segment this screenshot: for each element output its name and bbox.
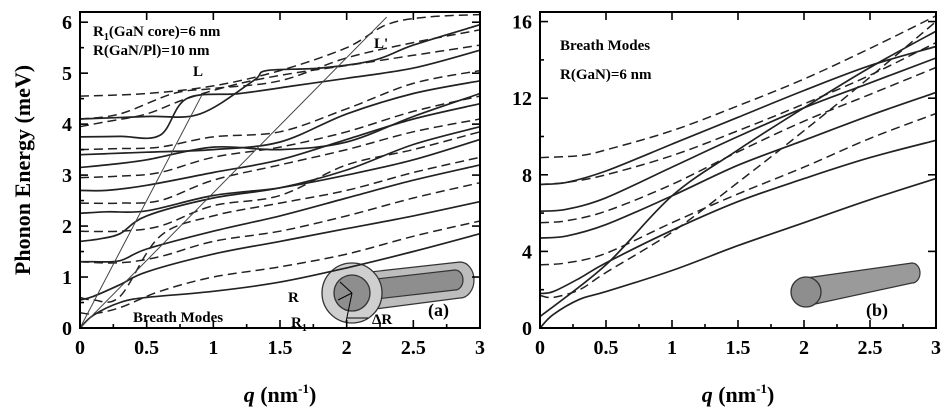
label-R: R <box>288 290 299 306</box>
solid-series-b-1 <box>539 177 937 329</box>
x-tick-label-a-3: 1.5 <box>268 337 293 359</box>
solid-series-a-10 <box>79 23 481 120</box>
nanowire-core-shell-inset <box>321 261 475 324</box>
ticks-b: 0 0.5 1 1.5 2 2.5 3 0 4 8 12 16 <box>512 12 941 359</box>
panel-a: Phonon Energy (meV) 0 0.5 1 1.5 2 2.5 3 0 1 2 3 4 5 6… <box>10 11 485 407</box>
solid-series-a-5 <box>79 138 481 215</box>
x-tick-label-b-3: 1.5 <box>726 337 751 359</box>
x-axis-label-b: q (nm-1) <box>702 381 775 407</box>
y-tick-label-b-4: 16 <box>512 12 532 34</box>
x-axis-label-a: q (nm-1) <box>244 381 317 407</box>
dashed-series-a-10 <box>79 13 481 97</box>
solid-curves-a <box>79 23 481 329</box>
solid-series-a-7 <box>79 92 481 169</box>
label-breath-modes-a: Breath Modes <box>133 310 223 326</box>
dashed-series-a-7 <box>79 69 481 151</box>
x-tick-label-b-1: 0.5 <box>594 337 619 359</box>
plot-frame-b <box>539 11 937 329</box>
dashed-curves-a <box>79 13 481 315</box>
solid-series-b-4 <box>539 57 937 213</box>
dashed-curves-b <box>539 15 937 299</box>
dashed-series-b-1 <box>539 21 937 299</box>
solid-series-a-8 <box>79 79 481 156</box>
x-tick-label-b-4: 2 <box>799 337 809 359</box>
dashed-series-b-4 <box>539 41 937 186</box>
panel-b: 0 0.5 1 1.5 2 2.5 3 0 4 8 12 16 Breath Modes R(GaN)… <box>512 11 941 407</box>
label-core-radius: R1(GaN core)=6 nm <box>93 24 221 43</box>
dashed-series-a-3 <box>79 156 481 303</box>
label-L-prime: L' <box>374 36 388 52</box>
y-tick-label-a-1: 1 <box>62 267 72 289</box>
solid-series-a-6 <box>79 102 481 192</box>
dashed-series-a-8 <box>79 44 481 128</box>
solid-series-b-6 <box>539 30 937 318</box>
solid-series-a-3 <box>79 164 481 263</box>
y-tick-label-a-6: 6 <box>62 12 72 34</box>
label-R1: R1 <box>291 315 307 334</box>
solid-series-a-1 <box>79 232 481 329</box>
x-tick-label-b-2: 1 <box>667 337 677 359</box>
x-tick-label-a-2: 1 <box>208 337 218 359</box>
light-line-L <box>79 93 204 329</box>
panel-label-a: (a) <box>428 300 449 321</box>
light-line-L-prime <box>79 16 388 329</box>
x-tick-label-b-6: 3 <box>931 337 941 359</box>
y-tick-label-a-4: 4 <box>62 114 72 136</box>
solid-series-b-2 <box>539 139 937 295</box>
y-tick-label-b-0: 0 <box>522 318 532 340</box>
panel-label-b: (b) <box>866 300 888 321</box>
label-delta-R: ΔR <box>372 312 392 328</box>
dashed-series-a-6 <box>79 95 481 179</box>
solid-series-a-2 <box>79 200 481 301</box>
x-tick-label-b-5: 2.5 <box>858 337 883 359</box>
solid-series-a-9 <box>79 49 481 140</box>
x-tick-label-b-0: 0 <box>535 337 545 359</box>
y-tick-label-a-2: 2 <box>62 216 72 238</box>
dashed-series-b-3 <box>539 66 937 224</box>
y-tick-label-b-3: 12 <box>512 88 532 110</box>
dashed-series-a-5 <box>79 118 481 205</box>
y-tick-label-a-3: 3 <box>62 165 72 187</box>
light-lines <box>79 16 388 329</box>
solid-series-a-4 <box>79 125 481 243</box>
y-tick-label-b-1: 4 <box>522 241 532 263</box>
plot-frame-a <box>79 11 481 329</box>
solid-series-b-3 <box>539 91 937 239</box>
dashed-series-b-2 <box>539 112 937 266</box>
x-tick-label-a-1: 0.5 <box>134 337 159 359</box>
label-shell-radius: R(GaN/Pl)=10 nm <box>93 43 210 59</box>
dashed-series-a-1 <box>79 220 481 315</box>
x-tick-label-a-5: 2.5 <box>401 337 426 359</box>
y-axis-label: Phonon Energy (meV) <box>10 65 35 275</box>
y-tick-label-a-5: 5 <box>62 63 72 85</box>
dashed-series-a-2 <box>79 181 481 264</box>
x-tick-label-a-0: 0 <box>75 337 85 359</box>
nanowire-inset <box>790 262 921 308</box>
x-tick-label-a-6: 3 <box>475 337 485 359</box>
y-tick-label-b-2: 8 <box>522 165 532 187</box>
y-tick-label-a-0: 0 <box>62 318 72 340</box>
label-gan-radius: R(GaN)=6 nm <box>560 67 652 83</box>
label-breath-modes-b: Breath Modes <box>560 38 650 54</box>
dashed-series-b-5 <box>539 15 937 159</box>
x-tick-label-a-4: 2 <box>342 337 352 359</box>
dashed-series-a-4 <box>79 131 481 233</box>
ticks-a: 0 0.5 1 1.5 2 2.5 3 0 1 2 3 4 5 6 <box>62 12 485 359</box>
dashed-series-a-9 <box>79 29 481 120</box>
label-L: L <box>193 64 203 80</box>
